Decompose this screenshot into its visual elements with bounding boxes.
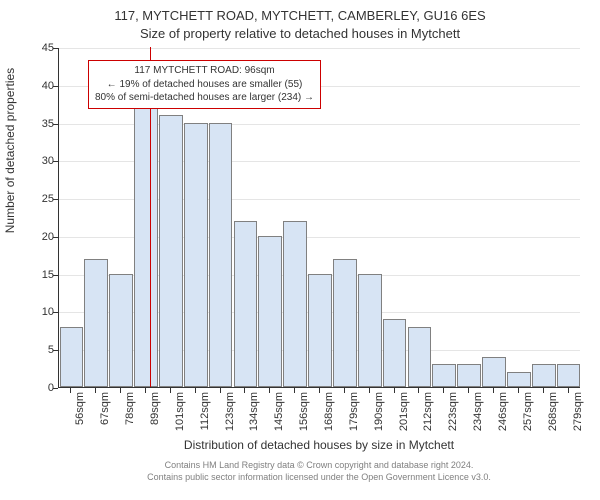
y-tick-label: 35 [24, 118, 54, 130]
x-tick-label: 101sqm [174, 392, 186, 431]
y-tick-label: 25 [24, 193, 54, 205]
y-tick-mark [53, 388, 58, 389]
x-tick-mark [493, 388, 494, 393]
x-tick-label: 246sqm [497, 392, 509, 431]
chart-title-main: 117, MYTCHETT ROAD, MYTCHETT, CAMBERLEY,… [0, 8, 600, 23]
footer-line-2: Contains public sector information licen… [58, 472, 580, 484]
histogram-bar [482, 357, 506, 387]
y-tick-mark [53, 48, 58, 49]
x-tick-mark [195, 388, 196, 393]
histogram-bar [432, 364, 456, 387]
y-tick-label: 40 [24, 80, 54, 92]
x-tick-mark [369, 388, 370, 393]
y-tick-label: 0 [24, 382, 54, 394]
annotation-line-1: 117 MYTCHETT ROAD: 96sqm [95, 64, 314, 78]
x-tick-mark [220, 388, 221, 393]
x-tick-mark [443, 388, 444, 393]
histogram-bar [234, 221, 258, 387]
x-tick-label: 56sqm [74, 392, 86, 425]
x-tick-label: 112sqm [199, 392, 211, 430]
histogram-bar [557, 364, 581, 387]
x-tick-mark [70, 388, 71, 393]
y-tick-mark [53, 124, 58, 125]
x-tick-mark [418, 388, 419, 393]
x-tick-label: 234sqm [472, 392, 484, 431]
x-tick-mark [244, 388, 245, 393]
x-tick-label: 123sqm [224, 392, 236, 431]
y-tick-label: 15 [24, 269, 54, 281]
x-tick-mark [294, 388, 295, 393]
histogram-bar [333, 259, 357, 387]
y-tick-label: 45 [24, 42, 54, 54]
histogram-chart: 117, MYTCHETT ROAD, MYTCHETT, CAMBERLEY,… [0, 0, 600, 500]
annotation-line-2: ← 19% of detached houses are smaller (55… [95, 78, 314, 92]
x-tick-label: 257sqm [522, 392, 534, 431]
y-tick-mark [53, 350, 58, 351]
histogram-bar [283, 221, 307, 387]
x-tick-label: 89sqm [149, 392, 161, 425]
x-axis-label: Distribution of detached houses by size … [58, 438, 580, 452]
histogram-bar [109, 274, 133, 387]
histogram-bar [408, 327, 432, 387]
y-tick-mark [53, 312, 58, 313]
x-tick-label: 279sqm [572, 392, 584, 431]
histogram-bar [358, 274, 382, 387]
y-tick-mark [53, 86, 58, 87]
gridline [59, 48, 580, 49]
x-tick-mark [170, 388, 171, 393]
y-tick-mark [53, 161, 58, 162]
footer-line-1: Contains HM Land Registry data © Crown c… [58, 460, 580, 472]
x-tick-mark [145, 388, 146, 393]
x-tick-mark [95, 388, 96, 393]
x-tick-mark [518, 388, 519, 393]
x-tick-mark [344, 388, 345, 393]
y-axis-label: Number of detached properties [3, 68, 17, 233]
x-tick-label: 156sqm [298, 392, 310, 431]
annotation-box: 117 MYTCHETT ROAD: 96sqm ← 19% of detach… [88, 60, 321, 109]
histogram-bar [134, 107, 158, 387]
histogram-bar [84, 259, 108, 387]
histogram-bar [308, 274, 332, 387]
histogram-bar [507, 372, 531, 387]
x-tick-mark [120, 388, 121, 393]
y-tick-mark [53, 199, 58, 200]
x-tick-label: 67sqm [99, 392, 111, 425]
annotation-line-3: 80% of semi-detached houses are larger (… [95, 91, 314, 105]
x-tick-mark [319, 388, 320, 393]
x-tick-label: 134sqm [248, 392, 260, 431]
x-tick-label: 212sqm [422, 392, 434, 431]
x-tick-label: 168sqm [323, 392, 335, 431]
y-tick-label: 5 [24, 344, 54, 356]
chart-title-sub: Size of property relative to detached ho… [0, 26, 600, 41]
x-tick-mark [543, 388, 544, 393]
x-tick-mark [468, 388, 469, 393]
histogram-bar [457, 364, 481, 387]
histogram-bar [60, 327, 84, 387]
x-tick-mark [269, 388, 270, 393]
x-tick-mark [394, 388, 395, 393]
y-tick-mark [53, 275, 58, 276]
histogram-bar [532, 364, 556, 387]
y-tick-label: 20 [24, 231, 54, 243]
y-tick-label: 30 [24, 155, 54, 167]
footer-attribution: Contains HM Land Registry data © Crown c… [58, 460, 580, 483]
x-tick-label: 145sqm [273, 392, 285, 431]
histogram-bar [184, 123, 208, 387]
x-tick-mark [568, 388, 569, 393]
x-tick-label: 190sqm [373, 392, 385, 431]
y-tick-label: 10 [24, 306, 54, 318]
histogram-bar [209, 123, 233, 387]
x-tick-label: 268sqm [547, 392, 559, 431]
y-tick-mark [53, 237, 58, 238]
histogram-bar [159, 115, 183, 387]
x-tick-label: 78sqm [124, 392, 136, 425]
x-tick-label: 201sqm [398, 392, 410, 431]
histogram-bar [258, 236, 282, 387]
x-tick-label: 223sqm [447, 392, 459, 431]
x-tick-label: 179sqm [348, 392, 360, 431]
histogram-bar [383, 319, 407, 387]
